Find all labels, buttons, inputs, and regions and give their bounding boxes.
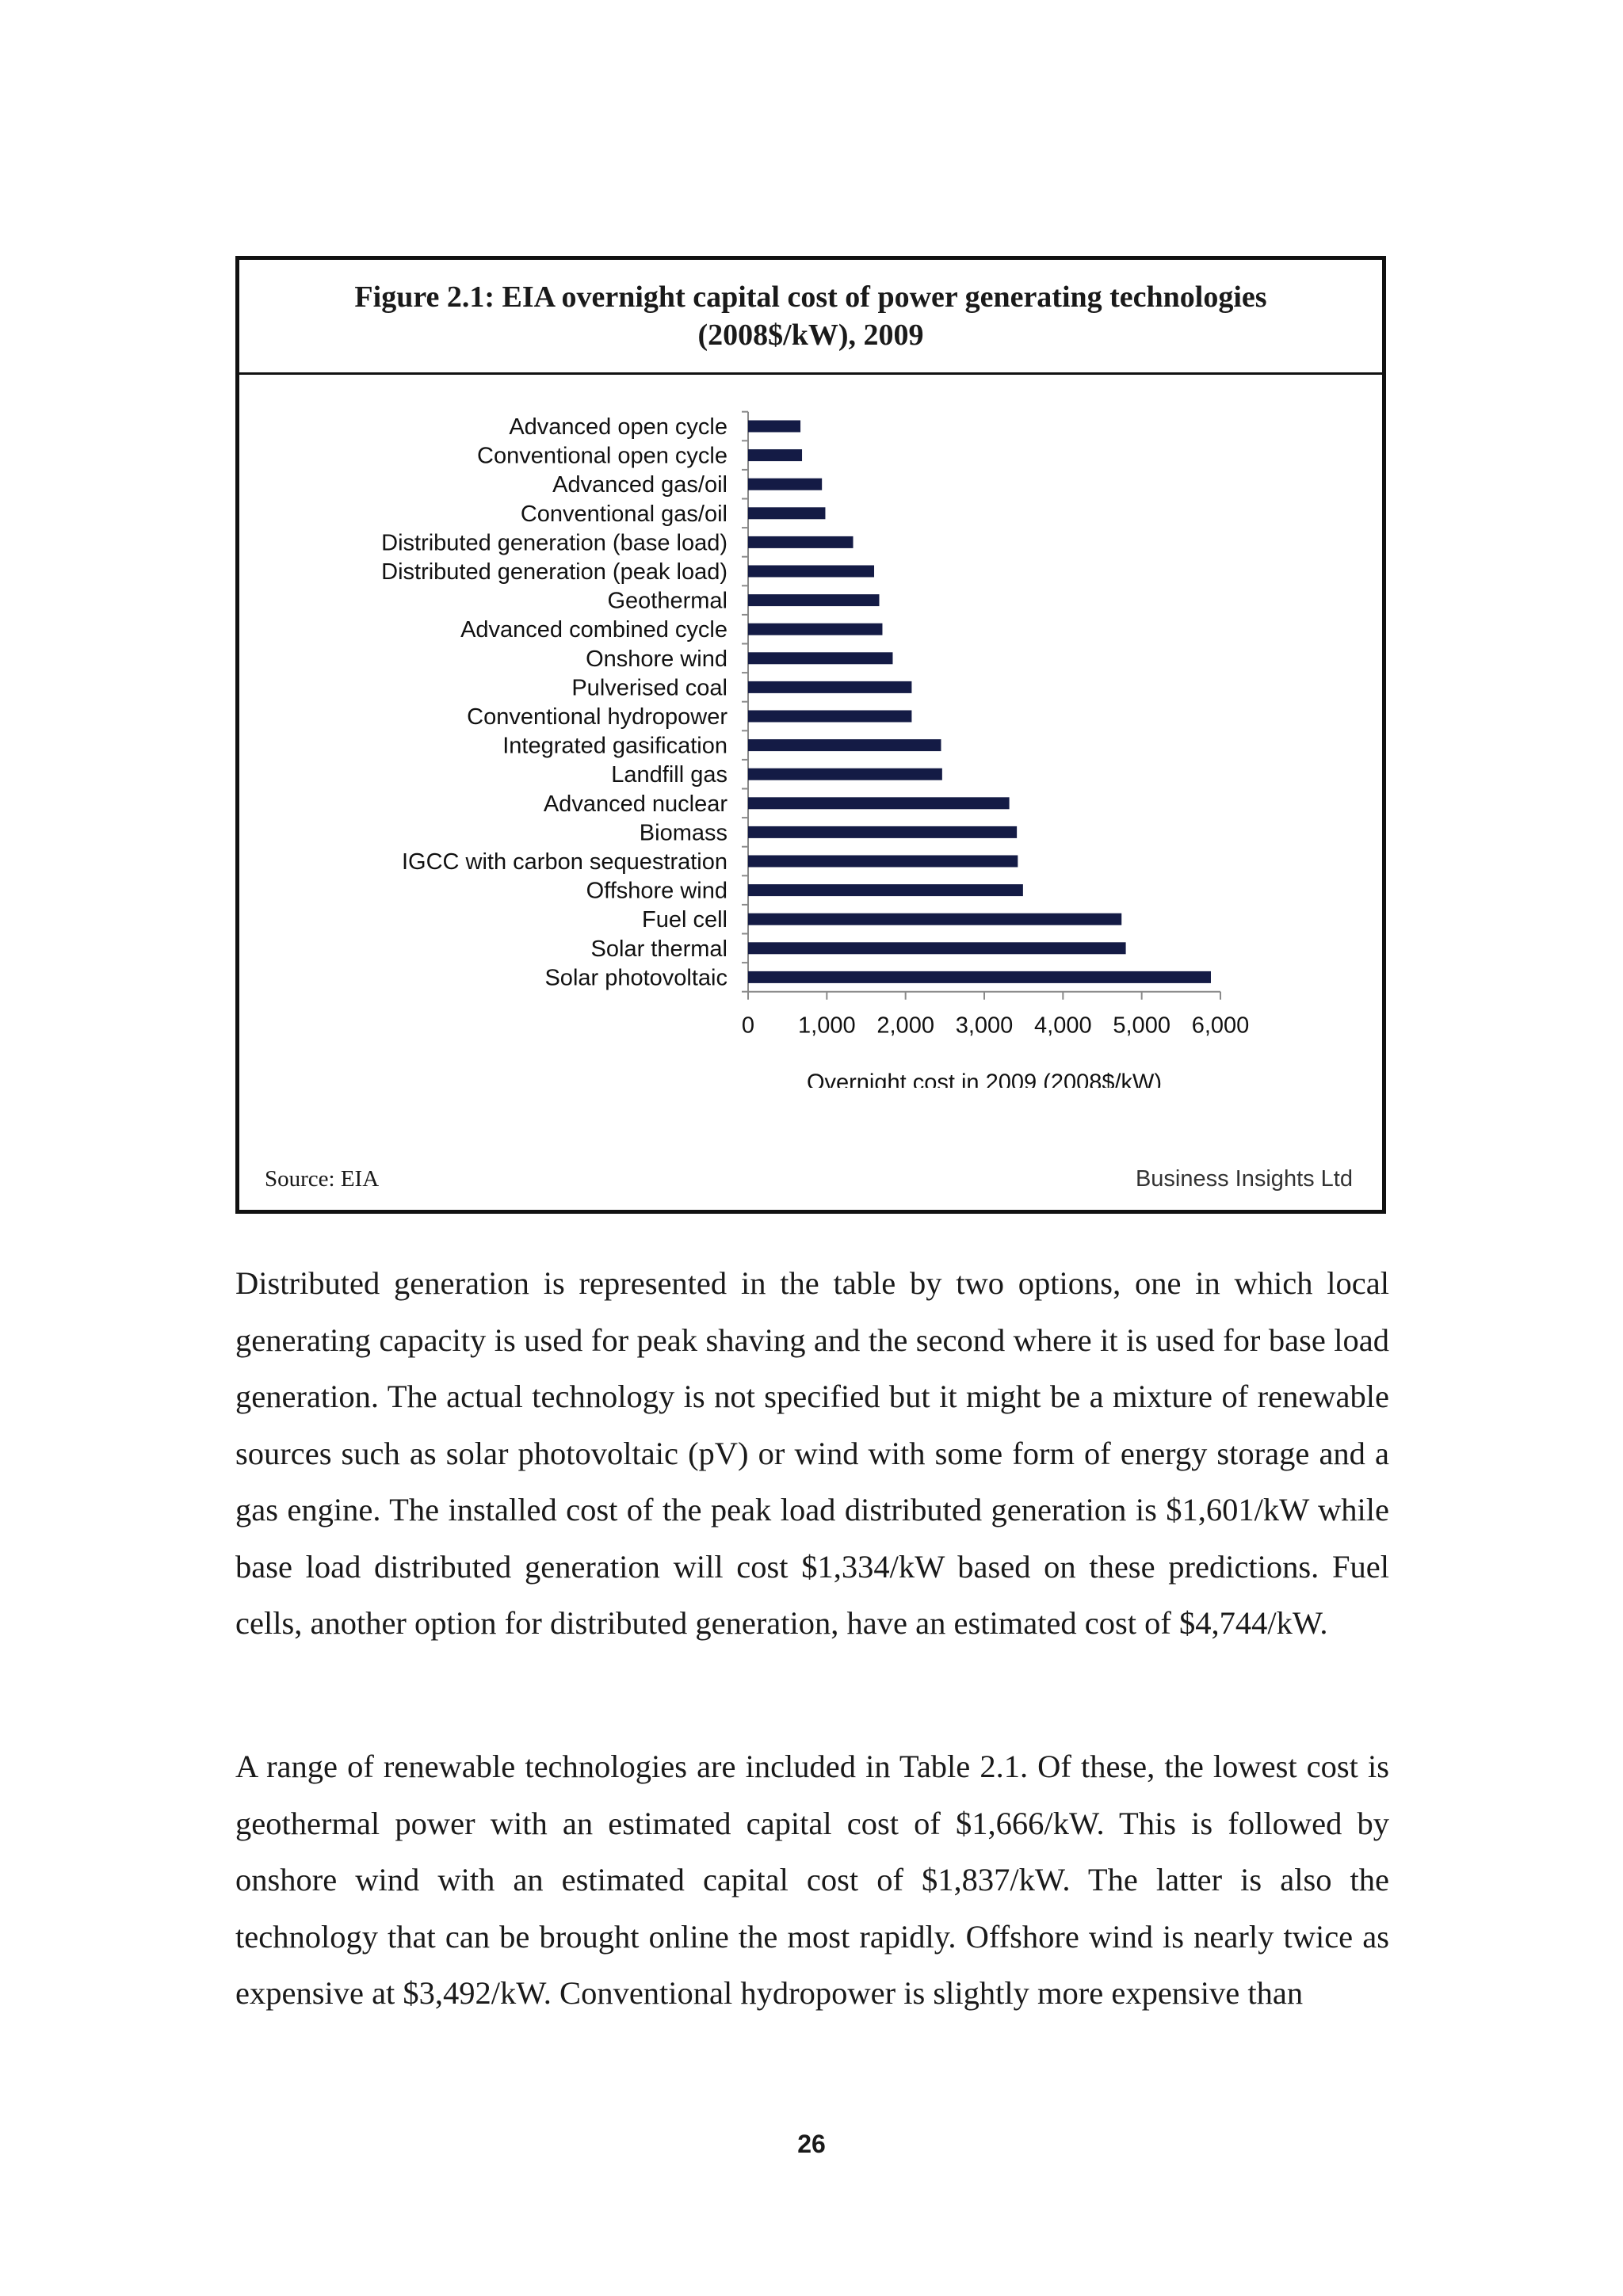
x-axis-label: Overnight cost in 2009 (2008$/kW)	[807, 1070, 1162, 1088]
category-label: Solar thermal	[591, 936, 727, 962]
category-label: Onshore wind	[586, 646, 727, 672]
bar	[748, 565, 875, 578]
x-tick-label: 3,000	[956, 1013, 1014, 1039]
bar	[748, 623, 883, 635]
bar	[748, 913, 1122, 925]
figure-title-line1: Figure 2.1: EIA overnight capital cost o…	[354, 280, 1267, 314]
bar	[748, 768, 942, 780]
category-label: Fuel cell	[642, 907, 727, 933]
figure-title: Figure 2.1: EIA overnight capital cost o…	[239, 260, 1382, 375]
category-label: Advanced nuclear	[544, 791, 727, 817]
category-label: Solar photovoltaic	[544, 965, 727, 990]
x-tick-label: 5,000	[1113, 1013, 1170, 1039]
page-number: 26	[797, 2130, 826, 2158]
bar	[748, 971, 1211, 983]
x-tick-label: 4,000	[1034, 1013, 1092, 1039]
category-label: Integrated gasification	[502, 734, 727, 759]
category-label: IGCC with carbon sequestration	[402, 849, 727, 875]
category-label: Advanced open cycle	[509, 414, 727, 440]
category-label: Biomass	[640, 820, 727, 845]
category-label: Conventional open cycle	[477, 444, 727, 469]
body-paragraph-1: Distributed generation is represented in…	[235, 1265, 1389, 1641]
bar	[748, 420, 801, 433]
bar	[748, 855, 1018, 868]
category-label: Geothermal	[607, 589, 727, 614]
category-label: Advanced gas/oil	[552, 472, 727, 498]
category-label: Offshore wind	[586, 879, 727, 904]
bar	[748, 710, 912, 723]
bar	[748, 942, 1126, 955]
category-label: Distributed generation (base load)	[381, 530, 727, 555]
category-label: Pulverised coal	[571, 675, 727, 700]
bar	[748, 478, 823, 490]
bar-chart: Advanced open cycle Conventional open cyc…	[381, 410, 1250, 1088]
bar	[748, 449, 803, 462]
x-tick-label: 6,000	[1192, 1013, 1250, 1039]
category-label: Conventional hydropower	[467, 704, 727, 730]
bar	[748, 507, 826, 520]
figure-box: Figure 2.1: EIA overnight capital cost o…	[235, 256, 1386, 1214]
bar	[748, 681, 912, 693]
bar	[748, 594, 880, 607]
category-label: Conventional gas/oil	[521, 502, 727, 527]
bar	[748, 826, 1018, 838]
bar	[748, 797, 1010, 810]
bar	[748, 536, 854, 548]
bar	[748, 739, 941, 752]
x-tick-label: 1,000	[798, 1013, 856, 1039]
bar	[748, 652, 893, 665]
x-tick-label: 0	[742, 1013, 754, 1039]
category-label: Advanced combined cycle	[460, 617, 727, 643]
figure-source: Source: EIA	[265, 1166, 380, 1192]
bar	[748, 884, 1023, 897]
publisher-brand: Business Insights Ltd	[1135, 1166, 1353, 1192]
category-label: Landfill gas	[611, 762, 727, 788]
category-label: Distributed generation (peak load)	[381, 559, 727, 585]
figure-title-line2: (2008$/kW), 2009	[697, 318, 924, 352]
body-paragraph-2: A range of renewable technologies are in…	[235, 1749, 1389, 2011]
x-tick-label: 2,000	[876, 1013, 934, 1039]
